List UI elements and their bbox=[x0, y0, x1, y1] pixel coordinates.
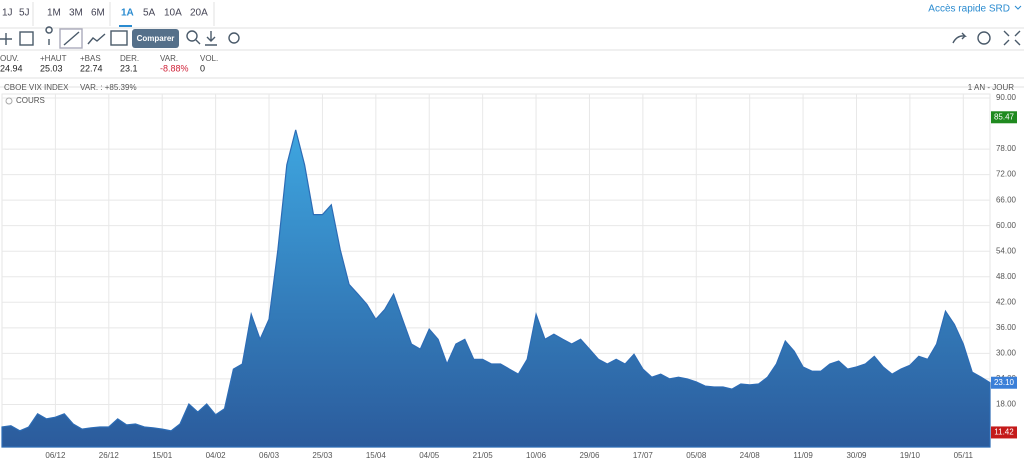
period-button[interactable]: 5J bbox=[19, 8, 30, 19]
help-icon[interactable] bbox=[977, 31, 991, 45]
chevron[interactable] bbox=[1014, 5, 1022, 10]
value-marker bbox=[991, 111, 1017, 124]
quote-label: DER. bbox=[120, 54, 139, 63]
quote-value: 23.1 bbox=[120, 63, 138, 73]
period-label: 1 AN - JOUR bbox=[968, 83, 1014, 92]
x-tick-label: 10/06 bbox=[526, 451, 547, 460]
x-tick-label: 05/08 bbox=[686, 451, 707, 460]
value-marker bbox=[991, 376, 1017, 389]
y-tick-label: 36.00 bbox=[996, 323, 1017, 332]
x-tick-label: 04/02 bbox=[206, 451, 227, 460]
y-tick-label: 42.00 bbox=[996, 297, 1017, 306]
value-marker bbox=[991, 426, 1017, 439]
period-button[interactable]: 1M bbox=[47, 8, 61, 19]
quote-label: VOL. bbox=[200, 54, 218, 63]
period-button[interactable]: 10A bbox=[164, 8, 182, 19]
x-tick-label: 26/12 bbox=[99, 451, 120, 460]
fullscreen-icon[interactable] bbox=[1003, 30, 1021, 46]
quote-label: VAR. bbox=[160, 54, 178, 63]
y-tick-label: 30.00 bbox=[996, 348, 1017, 357]
value-marker-label: 11.42 bbox=[994, 428, 1014, 437]
pin-icon[interactable] bbox=[45, 26, 53, 45]
compare-button[interactable] bbox=[132, 29, 179, 48]
quote-value: 22.74 bbox=[80, 63, 103, 73]
share-icon[interactable] bbox=[952, 32, 967, 44]
y-tick-label: 54.00 bbox=[996, 246, 1017, 255]
area-icon[interactable] bbox=[87, 33, 106, 45]
quote-value: -8.88% bbox=[160, 63, 189, 73]
x-tick-label: 21/05 bbox=[473, 451, 494, 460]
period-button[interactable]: 20A bbox=[190, 8, 208, 19]
compare-label[interactable]: Comparer bbox=[137, 34, 175, 43]
y-tick-label: 60.00 bbox=[996, 221, 1017, 230]
y-tick-label: 90.00 bbox=[996, 93, 1017, 102]
x-tick-label: 15/04 bbox=[366, 451, 387, 460]
search-icon[interactable] bbox=[186, 30, 198, 42]
x-tick-label: 04/05 bbox=[419, 451, 440, 460]
line-tool[interactable] bbox=[59, 28, 83, 49]
x-tick-label: 24/08 bbox=[740, 451, 761, 460]
x-tick-label: 25/03 bbox=[312, 451, 333, 460]
x-tick-label: 06/12 bbox=[45, 451, 66, 460]
x-tick-label: 17/07 bbox=[633, 451, 654, 460]
quote-value: 24.94 bbox=[0, 63, 23, 73]
instrument-name: CBOE VIX INDEX bbox=[4, 83, 69, 92]
year-change: VAR. : +85.39% bbox=[80, 83, 137, 92]
y-tick-label: 78.00 bbox=[996, 144, 1017, 153]
quote-label: +HAUT bbox=[40, 54, 67, 63]
y-tick-label: 48.00 bbox=[996, 272, 1017, 281]
area bbox=[1, 129, 991, 448]
quote-value: 25.03 bbox=[40, 63, 63, 73]
quote-value: 0 bbox=[200, 63, 205, 73]
quick-access[interactable]: Accès rapide SRD bbox=[928, 4, 1010, 15]
x-tick-label: 06/03 bbox=[259, 451, 280, 460]
x-tick-label: 05/11 bbox=[954, 451, 974, 460]
y-tick-label: 18.00 bbox=[996, 400, 1017, 409]
calendar-icon[interactable] bbox=[19, 31, 34, 46]
x-tick-label: 29/06 bbox=[579, 451, 600, 460]
period-button[interactable]: 1A bbox=[121, 8, 134, 19]
x-tick-label: 15/01 bbox=[152, 451, 173, 460]
quote-label: +BAS bbox=[80, 54, 101, 63]
download-icon[interactable] bbox=[195, 31, 217, 46]
value-marker-label: 23.10 bbox=[994, 378, 1015, 387]
x-tick-label: 30/09 bbox=[846, 451, 867, 460]
crosshair-icon[interactable] bbox=[0, 33, 12, 45]
x-tick-label: 19/10 bbox=[900, 451, 921, 460]
period-button[interactable]: 1J bbox=[2, 8, 13, 19]
y-tick-label: 72.00 bbox=[996, 170, 1017, 179]
settings-icon[interactable] bbox=[228, 32, 240, 44]
quote-label: OUV. bbox=[0, 54, 19, 63]
x-tick-label: 11/09 bbox=[793, 451, 813, 460]
period-button[interactable]: 6M bbox=[91, 8, 105, 19]
y-tick-label: 66.00 bbox=[996, 195, 1017, 204]
line-icon[interactable] bbox=[63, 31, 80, 46]
period-button[interactable]: 5A bbox=[143, 8, 156, 19]
legend-icon bbox=[5, 97, 13, 105]
tools bbox=[0, 26, 1021, 49]
panel-icon[interactable] bbox=[110, 30, 128, 46]
value-marker-label: 85.47 bbox=[994, 112, 1015, 121]
legend-label: COURS bbox=[16, 96, 45, 105]
period-button[interactable]: 3M bbox=[69, 8, 83, 19]
